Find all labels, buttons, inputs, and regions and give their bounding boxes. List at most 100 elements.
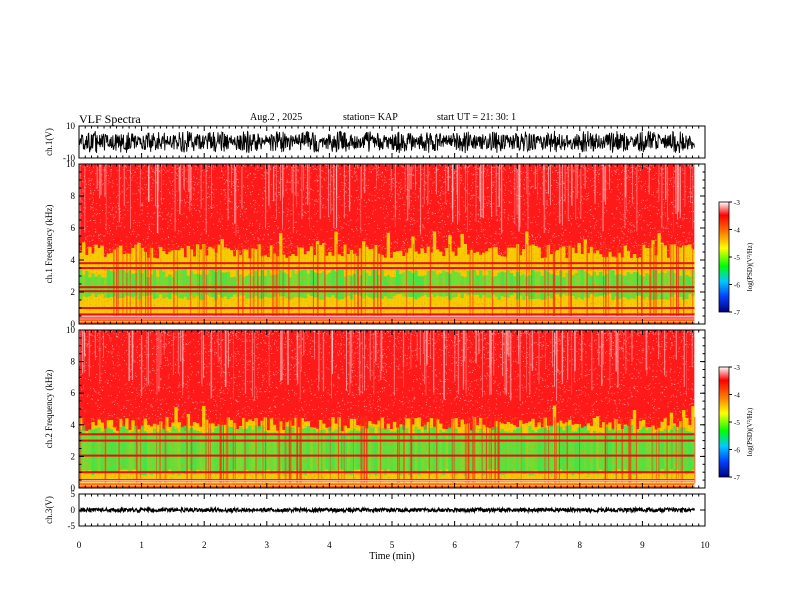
spectrogram-band-green [334, 271, 338, 298]
spectrogram-streak [273, 164, 275, 202]
spectrogram-dropout [147, 244, 149, 316]
spectrogram-streak [519, 330, 521, 402]
spectrogram-streak [296, 330, 298, 381]
spectrogram-dropout [288, 416, 290, 484]
y-tick-label: 6 [71, 223, 76, 233]
spectrogram-dropout [282, 244, 284, 316]
spectrogram-streak [404, 164, 406, 193]
spectrogram-band-green [478, 428, 483, 473]
spectrogram-band-green [312, 272, 317, 298]
spectrogram-line-low [79, 483, 695, 485]
y-tick-label: 5 [71, 489, 76, 499]
spectrogram-band-green [365, 272, 369, 296]
spectrogram-streak [658, 330, 660, 360]
waveform-3 [79, 505, 695, 515]
spectrogram-2 [79, 330, 696, 488]
spectrogram-streak [330, 164, 332, 215]
spectrogram-streak [180, 330, 182, 362]
spectrogram-streak [395, 164, 396, 218]
colorbar-1 [718, 201, 730, 313]
y-tick-label: 8 [71, 357, 76, 367]
spectrogram-streak [381, 330, 383, 371]
spectrogram-streak [475, 330, 477, 364]
spectrogram-band-green [245, 428, 249, 470]
spectrogram-streak [425, 330, 427, 396]
spectrogram-dropout [300, 416, 302, 484]
spectrogram-line [79, 433, 695, 436]
spectrogram-band-green [515, 428, 520, 473]
spectrogram-band-green [315, 431, 320, 472]
spectrogram-band-green [254, 425, 258, 475]
spectrogram-streak [465, 164, 466, 212]
spectrogram-dropout [298, 244, 300, 316]
spectrogram-band-green [282, 272, 286, 297]
spectrogram-streak [462, 330, 464, 390]
spectrogram-streak [280, 164, 281, 201]
spectrogram-dropout [548, 416, 550, 484]
spectrogram-streak [526, 330, 527, 393]
spectrogram-dropout [255, 416, 257, 484]
spectrogram-band-green [186, 430, 191, 470]
spectrogram-streak [457, 164, 458, 225]
spectrogram-dropout [377, 244, 379, 316]
spectrogram-band-green [340, 433, 344, 470]
spectrogram-dropout [232, 416, 234, 484]
spectrogram-band-green [595, 432, 600, 475]
spectrogram-streak [376, 164, 377, 190]
spectrogram-streak [610, 330, 612, 357]
spectrogram-dropout [485, 416, 487, 484]
spectrogram-dropout [205, 416, 207, 484]
spectrogram-band-green [417, 429, 421, 475]
y-tick-label: 4 [71, 420, 76, 430]
spectrogram-streak [148, 330, 149, 385]
spectrogram-band-green [331, 431, 335, 471]
spectrogram-band-green [115, 433, 120, 473]
spectrogram-streak [538, 330, 540, 385]
spectrogram-band-green [685, 430, 689, 475]
spectrogram-band-green [128, 270, 132, 297]
spectrogram-band-green [109, 271, 114, 297]
spectrogram-dropout [490, 416, 492, 484]
spectrogram-dropout [141, 244, 143, 316]
spectrogram-band-green [574, 431, 578, 474]
spectrogram-streak [349, 330, 351, 394]
spectrogram-dropout [262, 416, 264, 484]
spectrogram-streak [123, 164, 126, 206]
spectrogram-dropout [380, 244, 382, 316]
spectrogram-band-green [423, 275, 427, 296]
spectrogram-band-green [232, 433, 237, 470]
spectrogram-band-green [131, 431, 135, 470]
spectrogram-streak [679, 164, 681, 219]
spectrogram-band-green [85, 270, 89, 298]
spectrogram-band-green [451, 269, 455, 298]
spectrogram-dropout [360, 416, 362, 484]
spectrogram-band-green [432, 271, 437, 298]
spectrogram-band-green [592, 430, 597, 474]
spectrogram-dropout [350, 244, 352, 316]
spectrogram-band-green [518, 426, 523, 472]
spectrogram-streak [96, 164, 98, 189]
spectrogram-dropout [197, 244, 199, 316]
spectrogram-band-green [88, 429, 92, 471]
spectrogram-band-green [583, 271, 587, 298]
spectrogram-dropout [397, 416, 399, 484]
spectrogram-dropout [556, 416, 557, 484]
spectrogram-band-green [386, 428, 391, 470]
colorbar-tick-label: -4 [734, 392, 740, 400]
spectrogram-streak [287, 330, 289, 385]
spectrogram-band-green [346, 275, 351, 296]
spectrogram-streak [220, 330, 222, 379]
spectrogram-band-green [143, 431, 147, 476]
spectrogram-streak [658, 164, 660, 202]
spectrogram-dropout [497, 416, 500, 484]
spectrogram-band-green [642, 426, 646, 473]
spectrogram-dropout [276, 244, 278, 316]
spectrogram-dropout [405, 244, 408, 316]
spectrogram-dropout [635, 416, 638, 484]
spectrogram-dropout [277, 416, 279, 484]
spectrogram-streak [200, 164, 202, 209]
y-tick-label: 8 [71, 191, 76, 201]
spectrogram-band-green [208, 269, 212, 297]
spectrogram-streak [131, 330, 133, 371]
spectrogram-band-green [442, 432, 446, 476]
